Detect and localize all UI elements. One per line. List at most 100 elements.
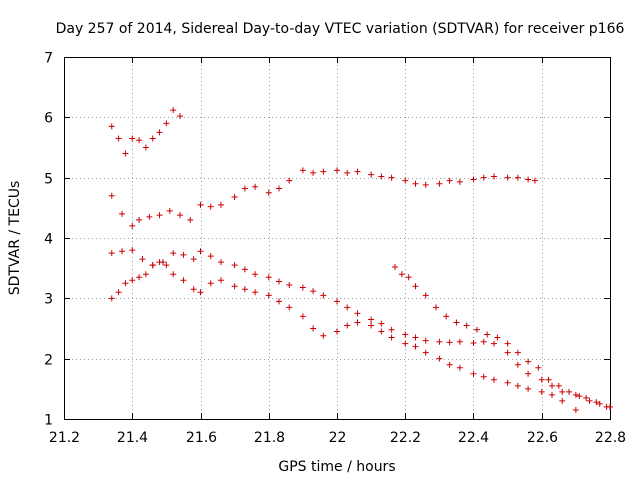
y-tick-label: 3 xyxy=(44,292,53,308)
data-point xyxy=(514,382,521,389)
data-point xyxy=(119,210,126,217)
data-point xyxy=(190,256,197,263)
data-point xyxy=(310,288,317,295)
data-point xyxy=(388,174,395,181)
y-tick-label: 1 xyxy=(44,413,53,429)
x-tick-label: 22.4 xyxy=(458,430,489,446)
data-point xyxy=(344,169,351,176)
data-point xyxy=(334,167,340,174)
data-point xyxy=(275,185,282,192)
data-point xyxy=(217,259,224,266)
data-point xyxy=(398,271,405,278)
data-point xyxy=(470,176,477,183)
data-point xyxy=(177,113,184,120)
series-sat-d xyxy=(108,259,579,413)
data-point xyxy=(241,185,248,192)
x-tick-label: 22 xyxy=(329,430,347,446)
data-point xyxy=(136,216,143,223)
data-point xyxy=(129,135,136,142)
data-point xyxy=(422,181,429,188)
data-point xyxy=(490,340,497,347)
data-point xyxy=(412,334,419,341)
data-point xyxy=(187,216,194,223)
data-point xyxy=(436,338,443,345)
series-sat-e xyxy=(392,263,613,410)
data-point xyxy=(525,176,532,183)
data-point xyxy=(108,192,115,199)
data-point xyxy=(548,391,555,398)
data-point xyxy=(115,135,122,142)
data-point xyxy=(514,361,521,368)
data-point xyxy=(422,337,429,344)
data-point xyxy=(422,349,429,356)
data-point xyxy=(108,123,115,130)
data-point xyxy=(170,271,177,278)
data-point xyxy=(286,304,293,311)
data-point xyxy=(583,394,590,401)
data-point xyxy=(490,376,497,383)
data-point xyxy=(142,271,149,278)
series-sat-b xyxy=(108,167,538,229)
data-point xyxy=(207,253,214,260)
data-point xyxy=(504,340,511,347)
data-point xyxy=(299,167,306,174)
points-layer xyxy=(108,107,613,413)
data-point xyxy=(402,340,409,347)
data-point xyxy=(170,107,177,114)
data-point xyxy=(368,171,375,178)
data-point xyxy=(180,277,187,284)
data-point xyxy=(136,137,143,144)
data-point xyxy=(170,250,177,257)
data-point xyxy=(378,328,385,335)
data-point xyxy=(122,150,129,157)
x-tick-label: 21.6 xyxy=(186,430,217,446)
data-point xyxy=(129,222,136,229)
data-point xyxy=(422,292,429,299)
data-point xyxy=(166,207,173,214)
data-point xyxy=(494,334,501,341)
data-point xyxy=(207,203,214,210)
data-point xyxy=(378,173,385,180)
data-point xyxy=(265,189,272,196)
data-point xyxy=(275,278,282,285)
data-point xyxy=(470,370,477,377)
data-point xyxy=(299,313,306,320)
data-point xyxy=(252,271,259,278)
data-point xyxy=(525,370,532,377)
data-point xyxy=(320,332,327,339)
data-point xyxy=(129,247,136,254)
data-point xyxy=(136,274,143,281)
data-point xyxy=(504,379,511,386)
data-point xyxy=(108,250,115,257)
data-point xyxy=(197,201,204,208)
x-tick-label: 22.8 xyxy=(595,430,626,446)
chart-title: Day 257 of 2014, Sidereal Day-to-day VTE… xyxy=(56,21,625,37)
x-tick-label: 22.6 xyxy=(527,430,558,446)
tick-layer: 21.2 21.4 21.6 21.8 22 22.2 22.4 22.6 22.8 1 2 3 4 5 6… xyxy=(44,51,626,447)
data-point xyxy=(559,397,566,404)
data-point xyxy=(555,382,562,389)
grid-layer xyxy=(64,57,610,419)
data-point xyxy=(139,256,146,263)
data-point xyxy=(156,212,163,219)
data-point xyxy=(388,334,395,341)
data-point xyxy=(286,282,293,289)
data-point xyxy=(572,391,579,398)
data-point xyxy=(354,168,361,175)
x-tick-label: 21.4 xyxy=(117,430,148,446)
data-point xyxy=(163,120,170,127)
x-tick-label: 21.8 xyxy=(254,430,285,446)
data-point xyxy=(480,338,487,345)
data-point xyxy=(456,338,463,345)
data-point xyxy=(453,319,460,326)
data-point xyxy=(180,251,187,258)
data-point xyxy=(142,144,149,151)
data-point xyxy=(566,388,573,395)
data-point xyxy=(310,169,317,176)
data-point xyxy=(538,388,545,395)
data-point xyxy=(378,320,385,327)
data-point xyxy=(207,280,214,287)
data-point xyxy=(470,339,477,346)
data-point xyxy=(231,262,238,269)
data-point xyxy=(593,399,600,406)
